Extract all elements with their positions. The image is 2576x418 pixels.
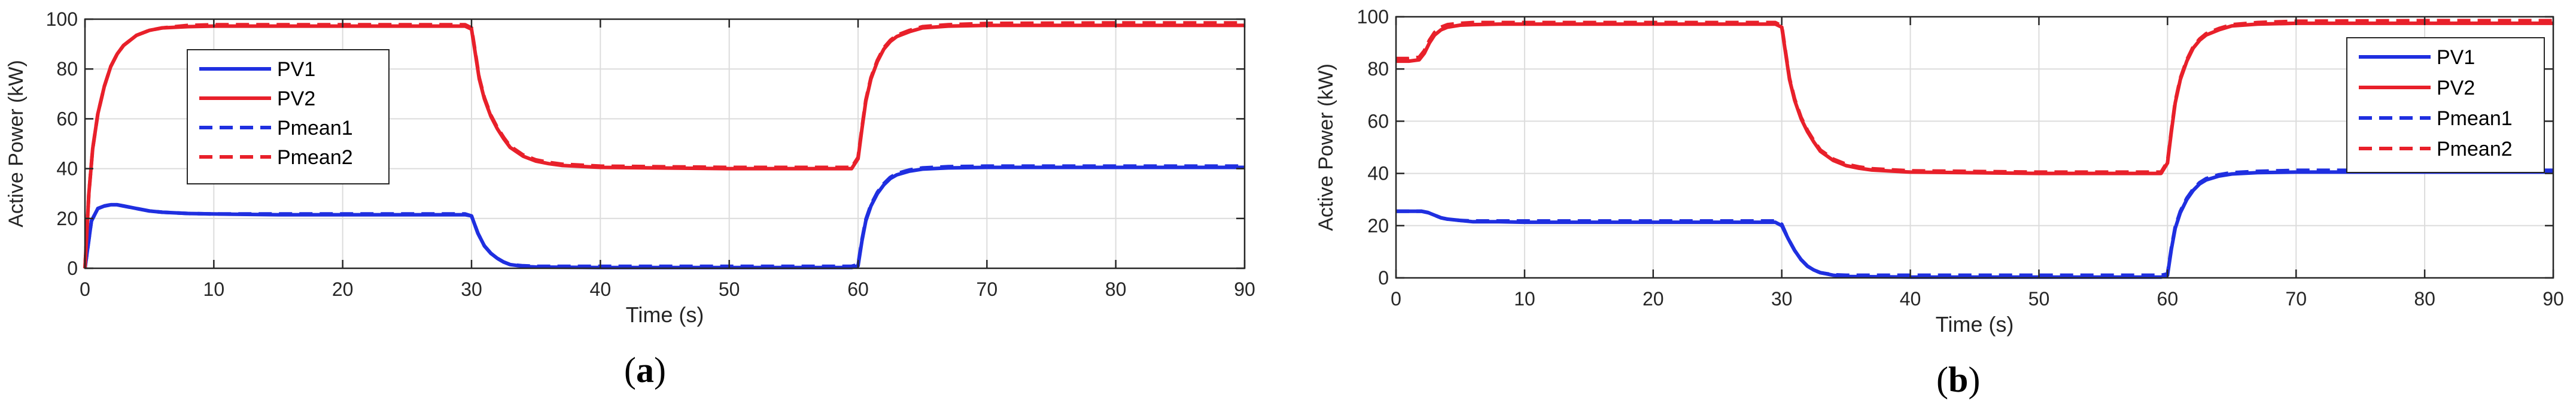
y-tick-label: 20: [56, 208, 78, 229]
x-tick-label: 10: [1514, 288, 1535, 310]
series-line-pv1: [83, 165, 1245, 269]
x-tick-label: 50: [2028, 288, 2050, 310]
legend-label-pv2: PV2: [2437, 77, 2475, 99]
series-line-pv2: [83, 23, 1245, 269]
x-axis-label: Time (s): [626, 302, 704, 327]
legend-label-pv2: PV2: [277, 87, 315, 110]
x-axis-label: Time (s): [1936, 312, 2014, 337]
chart-a: 0 10 20 30 40 50 60 70 80 90 0 20 40 60 80 100 Time (s) A…: [0, 0, 1287, 418]
x-tick-label: 90: [2542, 288, 2564, 310]
y-tick-label: 20: [1367, 215, 1389, 237]
legend-label-pv1: PV1: [2437, 46, 2475, 69]
x-tick-label: 20: [1643, 288, 1664, 310]
caption-b: (b): [1936, 359, 1980, 401]
y-tick-label: 40: [1367, 163, 1389, 184]
chart-b: 0 10 20 30 40 50 60 70 80 90 0 20 40 60 80 100 Time (s) A…: [1289, 0, 2576, 418]
caption-letter: a: [635, 350, 654, 390]
legend-label-pmean1: Pmean1: [2437, 107, 2513, 130]
x-tick-label: 30: [461, 278, 482, 300]
y-tick-label: 0: [1378, 267, 1389, 289]
x-tick-label: 70: [977, 278, 998, 300]
y-axis-label: Active Power (kW): [5, 60, 28, 228]
y-tick-label: 100: [1357, 6, 1389, 28]
x-tick-label: 80: [1105, 278, 1127, 300]
x-tick-label: 30: [1771, 288, 1793, 310]
legend-label-pv1: PV1: [277, 58, 315, 81]
legend-label-pmean2: Pmean2: [2437, 138, 2513, 160]
y-axis-label: Active Power (kW): [1315, 63, 1337, 231]
x-tick-label: 60: [2157, 288, 2179, 310]
caption-a: (a): [624, 350, 666, 391]
caption-letter: b: [1948, 360, 1969, 399]
x-tick-label: 90: [1234, 278, 1255, 300]
y-tick-label: 60: [1367, 110, 1389, 132]
y-tick-label: 0: [67, 258, 78, 279]
x-tick-label: 0: [80, 278, 90, 300]
y-tick-label: 80: [1367, 58, 1389, 80]
y-tick-label: 40: [56, 158, 78, 180]
legend-label-pmean1: Pmean1: [277, 117, 353, 140]
y-tick-label: 100: [46, 8, 78, 30]
plot-frame: [84, 18, 1246, 269]
legend-label-pmean2: Pmean2: [277, 146, 353, 169]
x-tick-label: 10: [203, 278, 225, 300]
y-tick-label: 80: [56, 58, 78, 80]
x-tick-label: 40: [590, 278, 612, 300]
series-line-pv2: [1396, 21, 2553, 175]
plot-frame: [1395, 16, 2554, 279]
x-tick-label: 40: [1900, 288, 1921, 310]
x-tick-label: 20: [332, 278, 354, 300]
series-line-pv1: [1396, 170, 2553, 279]
caption-open: (: [624, 350, 636, 390]
chart-svg: 0 10 20 30 40 50 60 70 80 90 0 20 40 60 80 100 Time (s) A…: [5, 8, 1255, 327]
caption-close: ): [653, 350, 666, 390]
caption-close: ): [1968, 360, 1981, 399]
x-tick-label: 80: [2414, 288, 2435, 310]
legend: PV1 PV2 Pmean1 Pmean2: [2346, 37, 2545, 173]
legend-box: [2346, 37, 2545, 173]
x-tick-label: 0: [1391, 288, 1401, 310]
chart-svg: 0 10 20 30 40 50 60 70 80 90 0 20 40 60 80 100 Time (s) A…: [1315, 6, 2564, 337]
legend: PV1 PV2 Pmean1 Pmean2: [187, 49, 390, 184]
caption-open: (: [1936, 360, 1948, 399]
x-tick-label: 70: [2285, 288, 2307, 310]
x-tick-label: 50: [719, 278, 740, 300]
x-tick-label: 60: [847, 278, 869, 300]
y-tick-label: 60: [56, 108, 78, 129]
legend-box: [187, 49, 390, 184]
